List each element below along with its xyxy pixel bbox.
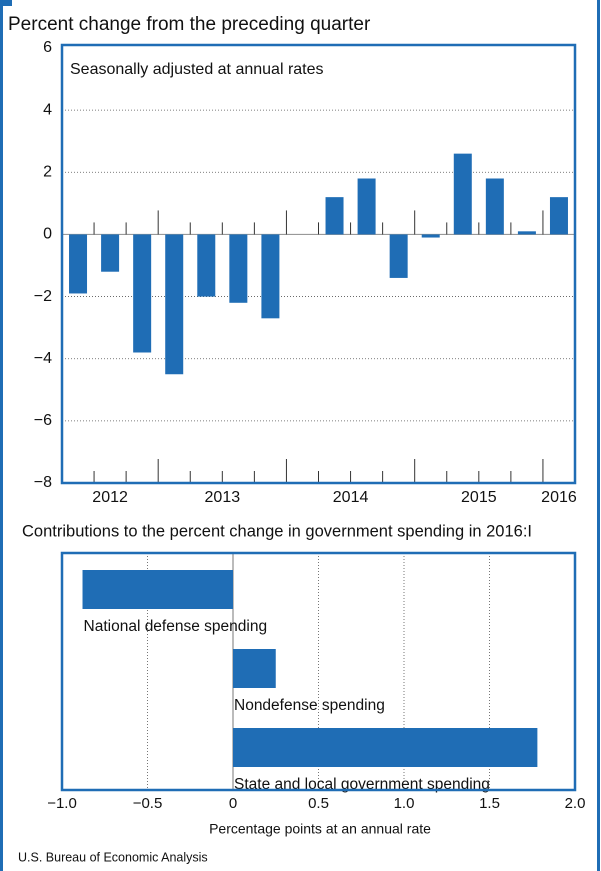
plot-frame [60, 551, 577, 792]
chart-title: Contributions to the percent change in g… [22, 522, 532, 540]
bar-label: Nondefense spending [234, 697, 385, 714]
bar [389, 234, 408, 278]
y-tick-label: −8 [34, 474, 52, 491]
x-tick-label: −0.5 [133, 795, 163, 812]
bar [197, 234, 216, 297]
x-tick-label: 1.5 [479, 795, 500, 812]
bar [357, 178, 376, 235]
bar [549, 197, 568, 235]
corner-tab [0, 0, 12, 6]
bar [165, 234, 184, 375]
bar [421, 234, 440, 238]
bar [261, 234, 280, 319]
bar [233, 728, 538, 767]
y-tick-label: 6 [43, 39, 52, 56]
bar [453, 153, 472, 235]
x-tick-label: 2012 [92, 489, 128, 506]
x-tick-label: 2014 [333, 489, 369, 506]
source: U.S. Bureau of Economic Analysis [18, 850, 208, 864]
bar [101, 234, 120, 272]
x-tick-label: 2013 [205, 489, 241, 506]
bar [82, 570, 234, 609]
bar [517, 231, 536, 235]
x-axis-label: Percentage points at an annual rate [209, 821, 431, 837]
right-border [597, 0, 600, 871]
y-tick-label: −6 [34, 412, 52, 429]
bar [325, 197, 344, 235]
x-tick-label: 1.0 [394, 795, 415, 812]
bar [133, 234, 152, 353]
y-tick-label: 2 [43, 164, 52, 181]
bar [485, 178, 504, 235]
y-tick-label: 4 [43, 101, 52, 118]
bar-label: National defense spending [84, 618, 268, 635]
x-tick-label: 2.0 [565, 795, 586, 812]
plot-frame [60, 43, 577, 485]
y-tick-label: −2 [34, 288, 52, 305]
annotation: Seasonally adjusted at annual rates [70, 61, 324, 78]
x-tick-label: 2015 [461, 489, 497, 506]
x-tick-label: 0.5 [308, 795, 329, 812]
x-tick-label: 0 [229, 795, 237, 812]
x-tick-label: 2016 [541, 489, 577, 506]
x-tick-label: −1.0 [47, 795, 77, 812]
y-tick-label: −4 [34, 350, 52, 367]
chart-title: Percent change from the preceding quarte… [8, 14, 371, 35]
bar [233, 649, 276, 688]
left-border [0, 0, 3, 871]
bar [69, 234, 88, 294]
bar [229, 234, 248, 303]
y-tick-label: 0 [43, 226, 52, 243]
